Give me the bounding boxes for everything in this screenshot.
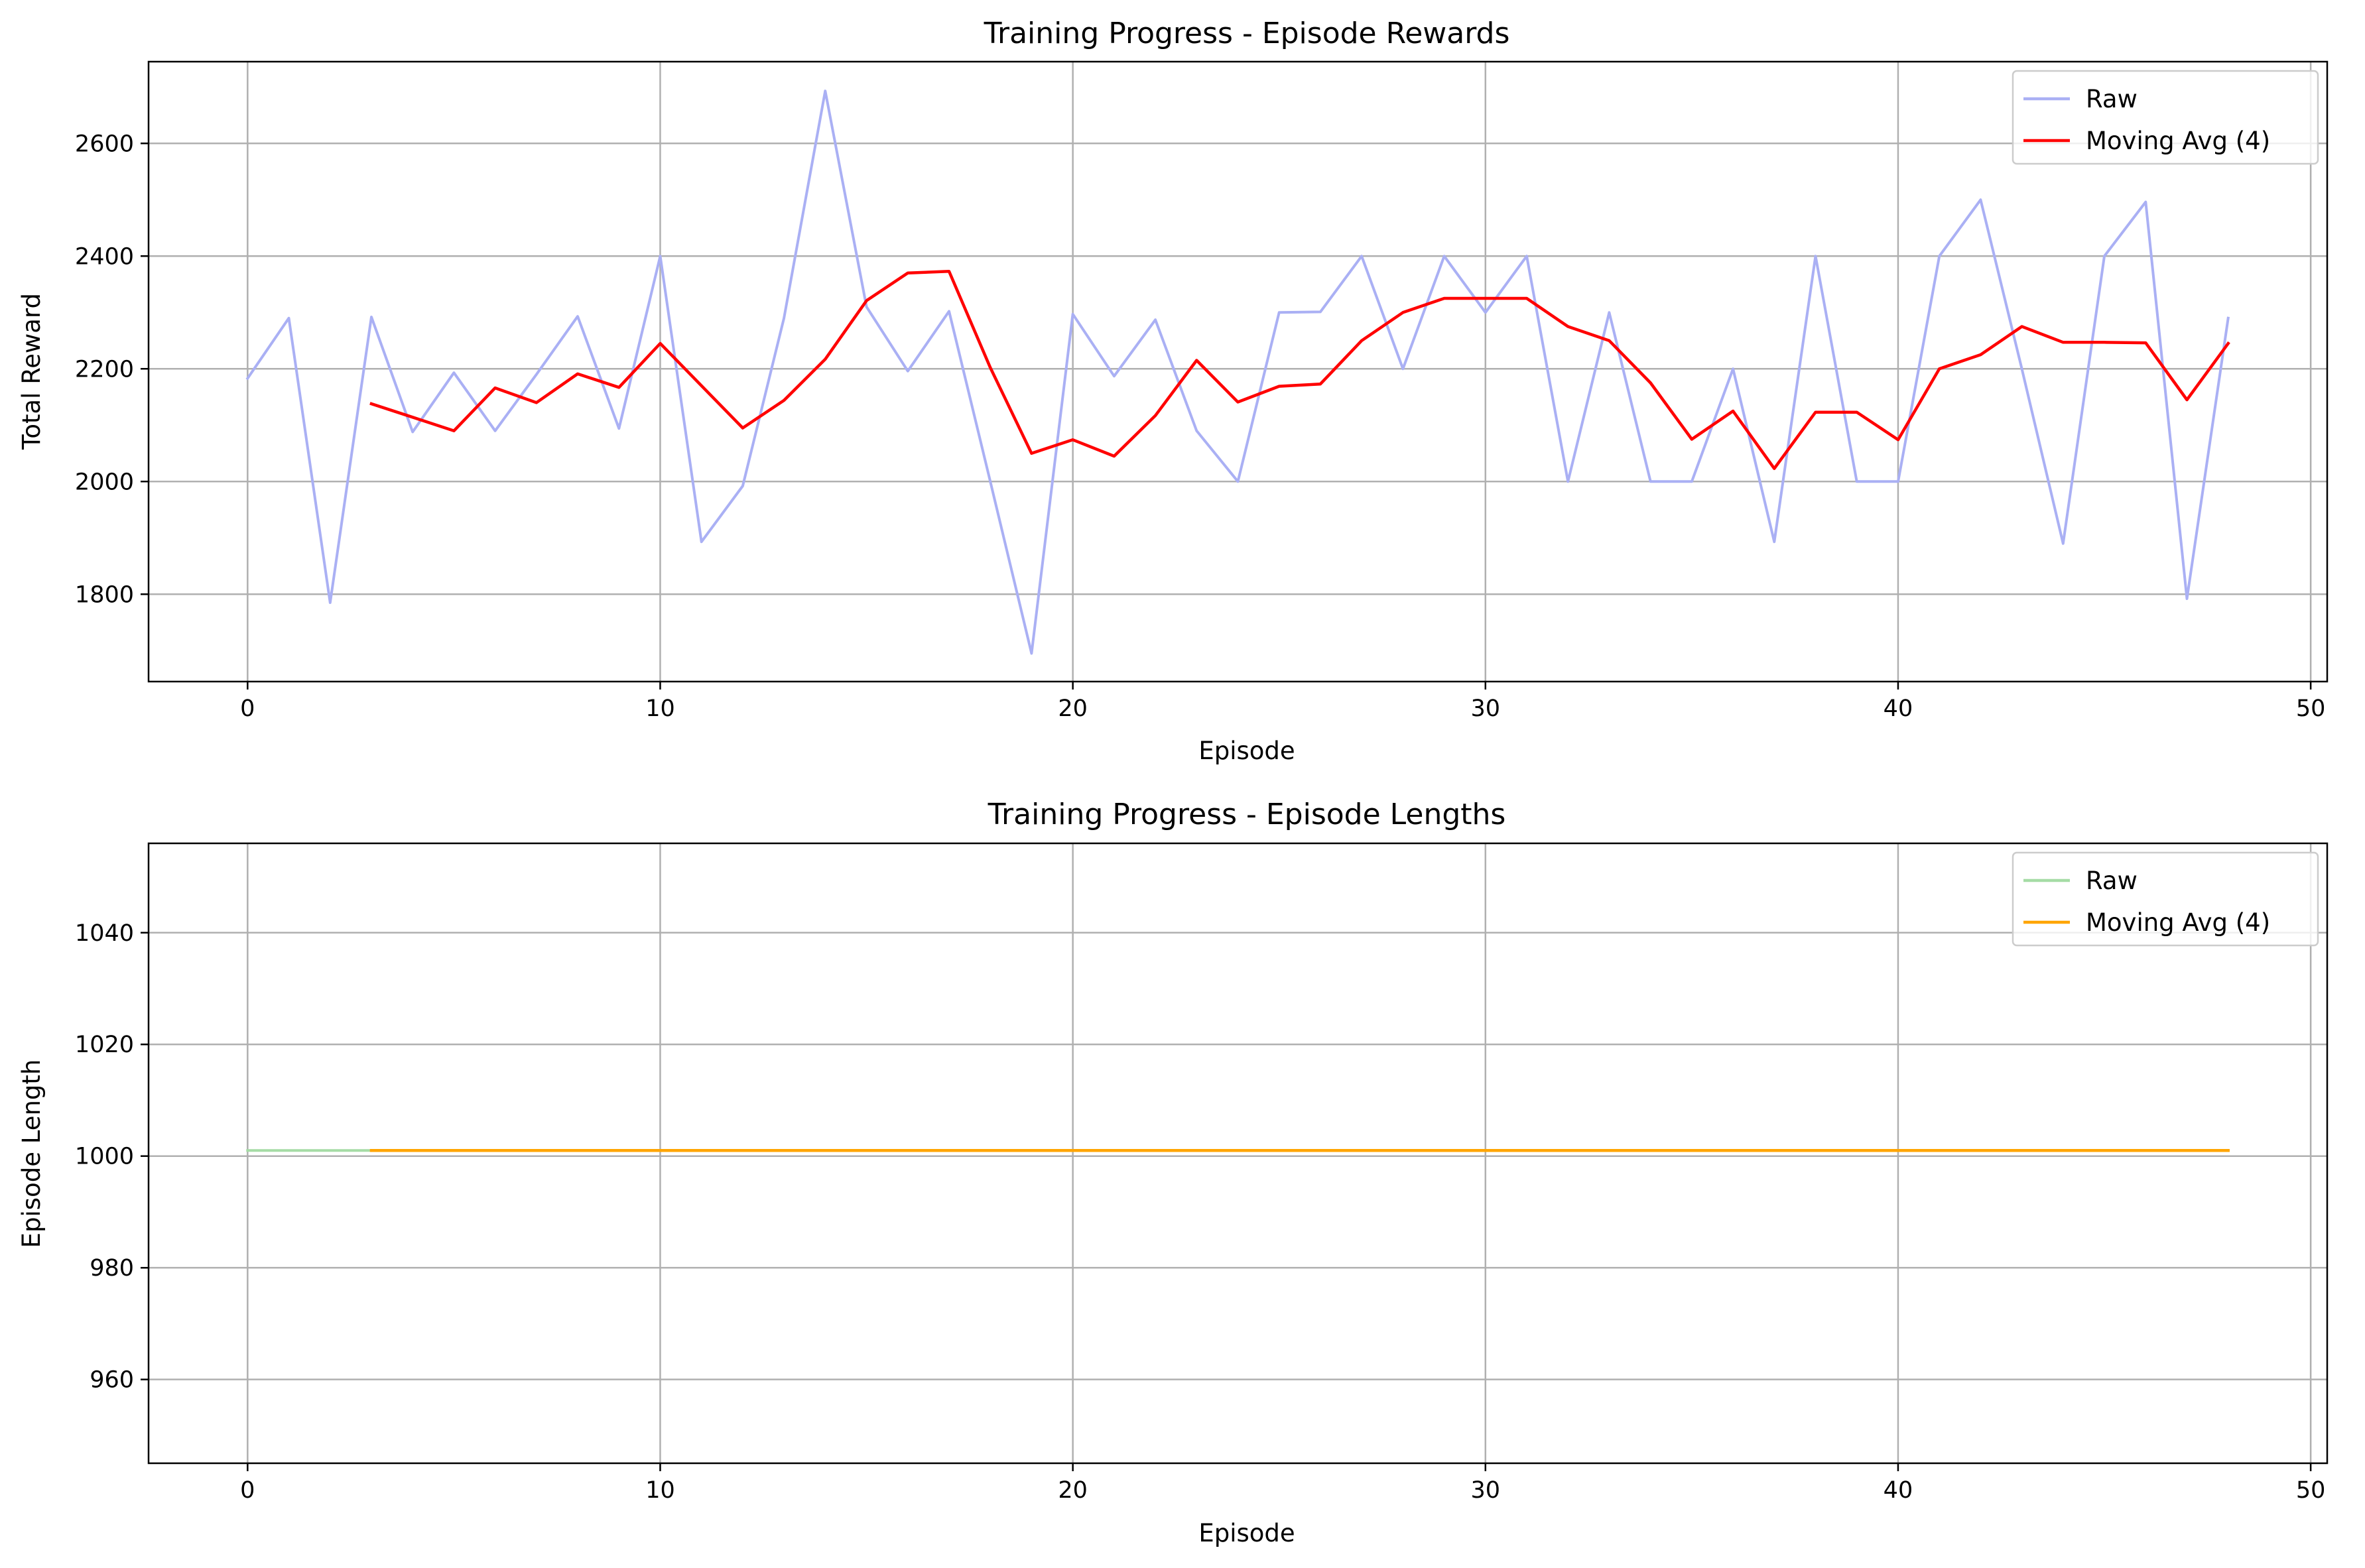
y-axis-label: Episode Length [17, 1059, 46, 1248]
plot-area-frame [147, 60, 2329, 683]
x-tick-label: 0 [240, 695, 255, 722]
x-axis-label: Episode [1198, 1519, 1295, 1547]
lengths-chart: Training Progress - Episode Lengths 0 10 2… [17, 798, 2329, 1547]
y-tick-label: 1020 [75, 1032, 134, 1058]
x-tick-label: 50 [2296, 1477, 2326, 1504]
legend-box [2012, 70, 2319, 165]
grid [149, 62, 2327, 682]
legend-box [2012, 851, 2319, 947]
x-tick-label: 30 [1471, 1477, 1501, 1504]
y-tick-label: 980 [90, 1255, 134, 1282]
legend-label: Moving Avg (4) [2086, 908, 2270, 937]
series-line-moving-avg [369, 269, 2230, 470]
x-axis-label: Episode [1198, 737, 1295, 765]
legend-label: Raw [2086, 85, 2138, 113]
y-tick-label: 2600 [75, 131, 134, 157]
x-tick-label: 40 [1884, 1477, 1913, 1504]
chart-title: Training Progress - Episode Rewards [984, 17, 1510, 50]
y-tick-label: 1000 [75, 1144, 134, 1170]
x-tick-label: 20 [1058, 695, 1088, 722]
y-tick-label: 1040 [75, 920, 134, 947]
y-tick-label: 1800 [75, 581, 134, 608]
x-tick-label: 0 [240, 1477, 255, 1504]
series-line-raw [245, 90, 2230, 655]
x-tick-label: 40 [1884, 695, 1913, 722]
x-tick-label: 10 [645, 1477, 675, 1504]
series-layer [245, 90, 2230, 655]
y-tick-label: 2400 [75, 243, 134, 270]
grid [149, 843, 2327, 1463]
x-tick-label: 20 [1058, 1477, 1088, 1504]
rewards-chart: Training Progress - Episode Rewards 0 10 2… [17, 17, 2329, 765]
legend: Raw Moving Avg (4) [2012, 851, 2319, 947]
legend: Raw Moving Avg (4) [2012, 70, 2319, 165]
chart-title: Training Progress - Episode Lengths [988, 798, 1506, 831]
x-tick-label: 30 [1471, 695, 1501, 722]
x-tick-label: 50 [2296, 695, 2326, 722]
y-tick-label: 2200 [75, 356, 134, 383]
axis-ticks: 0 10 20 30 40 50 1800 2000 2200 2400 2600 [75, 131, 2325, 722]
plot-area-frame [147, 842, 2329, 1465]
x-tick-label: 10 [645, 695, 675, 722]
y-tick-label: 2000 [75, 469, 134, 495]
legend-label: Raw [2086, 867, 2138, 895]
legend-label: Moving Avg (4) [2086, 127, 2270, 155]
y-axis-label: Total Reward [17, 293, 46, 450]
y-tick-label: 960 [90, 1367, 134, 1394]
